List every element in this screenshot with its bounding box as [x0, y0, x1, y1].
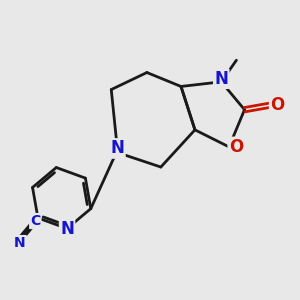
Text: N: N — [14, 236, 26, 250]
Text: C: C — [30, 214, 40, 228]
Text: O: O — [270, 96, 284, 114]
Text: O: O — [229, 138, 243, 156]
Text: N: N — [110, 140, 124, 158]
Text: N: N — [60, 220, 74, 238]
Text: N: N — [214, 70, 228, 88]
